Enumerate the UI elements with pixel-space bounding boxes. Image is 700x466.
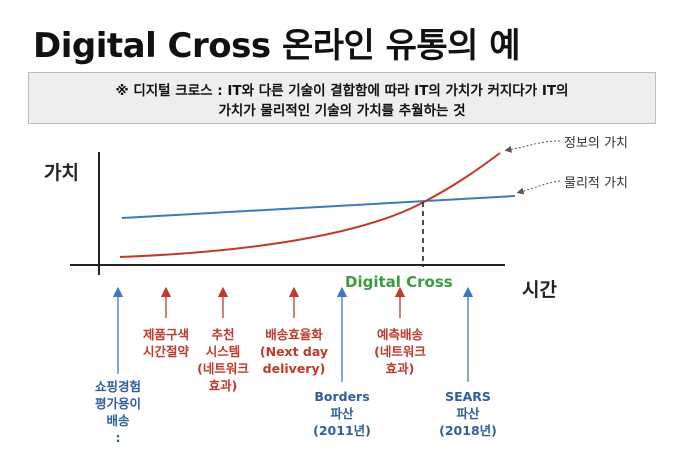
definition-line-1: ※ 디지털 크로스 : IT와 다른 기술이 결합함에 따라 IT의 가치가 커…: [115, 83, 569, 99]
event-predictive-delivery: 예측배송 (네트워크 효과): [374, 327, 426, 376]
event-sears-bankruptcy: SEARS 파산 (2018년): [439, 389, 497, 438]
page-title: Digital Cross 온라인 유통의 예: [33, 26, 521, 66]
physical-value-pointer: [516, 180, 561, 195]
digital-cross-label: Digital Cross: [345, 273, 453, 291]
info-value-curve: [119, 152, 501, 258]
event-recommendation: 추천 시스템 (네트워크 효과): [197, 327, 249, 393]
x-axis-label: 시간: [522, 279, 557, 301]
info-value-legend: 정보의 가치: [564, 136, 628, 151]
event-borders-bankruptcy: Borders 파산 (2011년): [313, 389, 371, 438]
event-shopping: 쇼핑경험 평가용이 배송 :: [94, 379, 141, 445]
event-product-selection: 제품구색 시간절약: [142, 327, 189, 359]
info-value-pointer: [504, 140, 561, 153]
physical-value-legend: 물리적 가치: [564, 176, 628, 191]
y-axis-label: 가치: [44, 162, 79, 184]
definition-line-2: 가치가 물리적인 기술의 가치를 추월하는 것: [218, 103, 466, 119]
event-delivery-efficiency: 배송효율화 (Next day delivery): [259, 327, 329, 376]
physical-value-line: [121, 195, 516, 219]
definition-box: ※ 디지털 크로스 : IT와 다른 기술이 결합함에 따라 IT의 가치가 커…: [28, 72, 656, 124]
